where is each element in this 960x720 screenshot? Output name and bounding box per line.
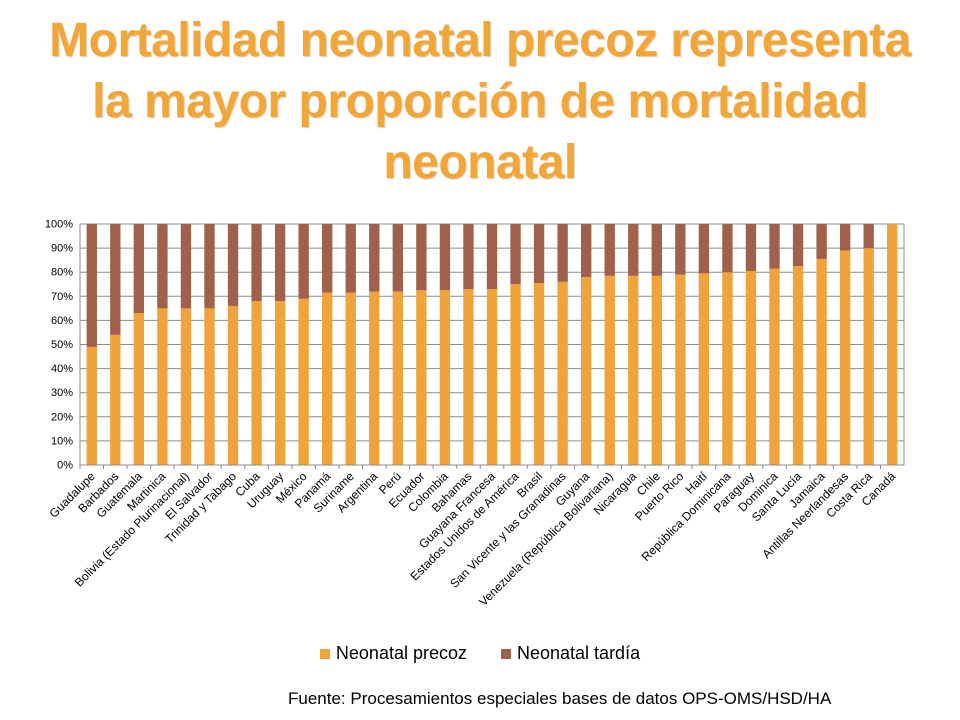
bar-neonatal-tardia — [133, 224, 145, 314]
bar-neonatal-tardia — [227, 224, 239, 306]
bar-neonatal-tardia — [180, 224, 192, 309]
bar-neonatal-tardia — [416, 224, 427, 291]
bar-neonatal-tardia — [533, 224, 545, 284]
bar-neonatal-precoz — [227, 305, 239, 465]
y-tick-label: 80% — [51, 267, 73, 279]
bar-neonatal-tardia — [510, 224, 521, 285]
bar-neonatal-precoz — [439, 290, 451, 465]
y-tick-label: 60% — [51, 315, 73, 327]
bar-neonatal-tardia — [322, 224, 333, 293]
y-tick-label: 50% — [51, 339, 73, 351]
source-note: Fuente: Procesamientos especiales bases … — [288, 689, 832, 708]
bar-neonatal-tardia — [580, 224, 592, 278]
bar-neonatal-precoz — [839, 250, 851, 465]
bar-neonatal-precoz — [345, 292, 356, 465]
bar-neonatal-tardia — [274, 224, 286, 302]
chart-title: Mortalidad neonatal precoz representa la… — [49, 14, 911, 189]
y-tick-label: 90% — [51, 243, 73, 255]
bar-neonatal-tardia — [792, 224, 804, 267]
bar-neonatal-tardia — [110, 224, 121, 335]
bar-neonatal-tardia — [675, 224, 686, 275]
bar-neonatal-tardia — [839, 224, 851, 251]
bar-neonatal-precoz — [675, 274, 686, 465]
bar-neonatal-precoz — [486, 289, 498, 465]
bar-neonatal-precoz — [580, 277, 592, 465]
bar-neonatal-precoz — [816, 258, 827, 465]
legend-swatch-tardia — [501, 648, 511, 659]
legend-label-precoz: Neonatal precoz — [335, 643, 467, 663]
bar-neonatal-tardia — [463, 224, 474, 290]
bar-neonatal-precoz — [204, 308, 215, 465]
bar-neonatal-tardia — [86, 224, 97, 347]
bar-neonatal-precoz — [298, 298, 309, 465]
bar-neonatal-precoz — [322, 292, 333, 465]
bar-neonatal-precoz — [698, 273, 710, 465]
bar-neonatal-tardia — [392, 224, 404, 292]
stacked-bar-chart: 0%10%20%30%40%50%60%70%80%90%100%Guadalu… — [45, 219, 905, 609]
bar-neonatal-tardia — [628, 224, 639, 276]
bar-neonatal-precoz — [604, 275, 615, 465]
legend: Neonatal precoz Neonatal tardía — [0, 643, 960, 664]
y-tick-label: 10% — [51, 435, 73, 447]
y-tick-label: 40% — [51, 363, 73, 375]
bar-neonatal-tardia — [863, 224, 874, 249]
bar-neonatal-precoz — [157, 308, 168, 465]
y-tick-label: 70% — [51, 291, 73, 303]
bar-neonatal-tardia — [745, 224, 757, 271]
bar-neonatal-tardia — [204, 224, 215, 309]
bar-neonatal-precoz — [651, 275, 662, 465]
y-tick-label: 0% — [57, 460, 73, 472]
bar-neonatal-precoz — [557, 281, 568, 465]
bar-neonatal-tardia — [157, 224, 168, 309]
bar-neonatal-precoz — [369, 291, 380, 465]
bar-neonatal-precoz — [274, 301, 286, 465]
y-tick-label: 30% — [51, 387, 73, 399]
bar-neonatal-tardia — [251, 224, 262, 302]
bar-neonatal-precoz — [863, 248, 874, 465]
bar-neonatal-precoz — [792, 266, 804, 465]
bar-neonatal-precoz — [745, 270, 757, 465]
bar-neonatal-tardia — [557, 224, 568, 282]
bar-neonatal-precoz — [463, 289, 474, 465]
bar-neonatal-tardia — [369, 224, 380, 292]
bar-neonatal-precoz — [392, 291, 404, 465]
bar-neonatal-tardia — [651, 224, 662, 276]
bar-neonatal-tardia — [722, 224, 733, 273]
bar-neonatal-tardia — [439, 224, 451, 291]
bar-neonatal-precoz — [133, 313, 145, 465]
bar-neonatal-tardia — [298, 224, 309, 299]
y-tick-label: 100% — [45, 219, 73, 231]
bar-neonatal-tardia — [345, 224, 356, 293]
bar-neonatal-precoz — [180, 308, 192, 465]
legend-swatch-precoz — [319, 648, 330, 659]
bar-neonatal-tardia — [486, 224, 498, 290]
bar-neonatal-precoz — [533, 283, 545, 465]
bar-neonatal-precoz — [251, 301, 262, 465]
legend-item-precoz: Neonatal precoz — [319, 643, 467, 664]
bar-neonatal-precoz — [628, 275, 639, 465]
bar-neonatal-precoz — [887, 224, 898, 465]
bar-neonatal-tardia — [769, 224, 780, 269]
bar-neonatal-precoz — [86, 346, 97, 465]
bar-neonatal-precoz — [722, 272, 733, 465]
bar-neonatal-precoz — [110, 334, 121, 465]
bar-neonatal-precoz — [416, 290, 427, 465]
bar-neonatal-tardia — [604, 224, 615, 276]
bar-neonatal-precoz — [510, 284, 521, 465]
bar-neonatal-tardia — [816, 224, 827, 259]
legend-item-tardia: Neonatal tardía — [501, 643, 640, 664]
legend-label-tardia: Neonatal tardía — [517, 643, 641, 663]
bar-neonatal-precoz — [769, 268, 780, 465]
bar-neonatal-tardia — [698, 224, 710, 274]
y-tick-label: 20% — [51, 411, 73, 423]
